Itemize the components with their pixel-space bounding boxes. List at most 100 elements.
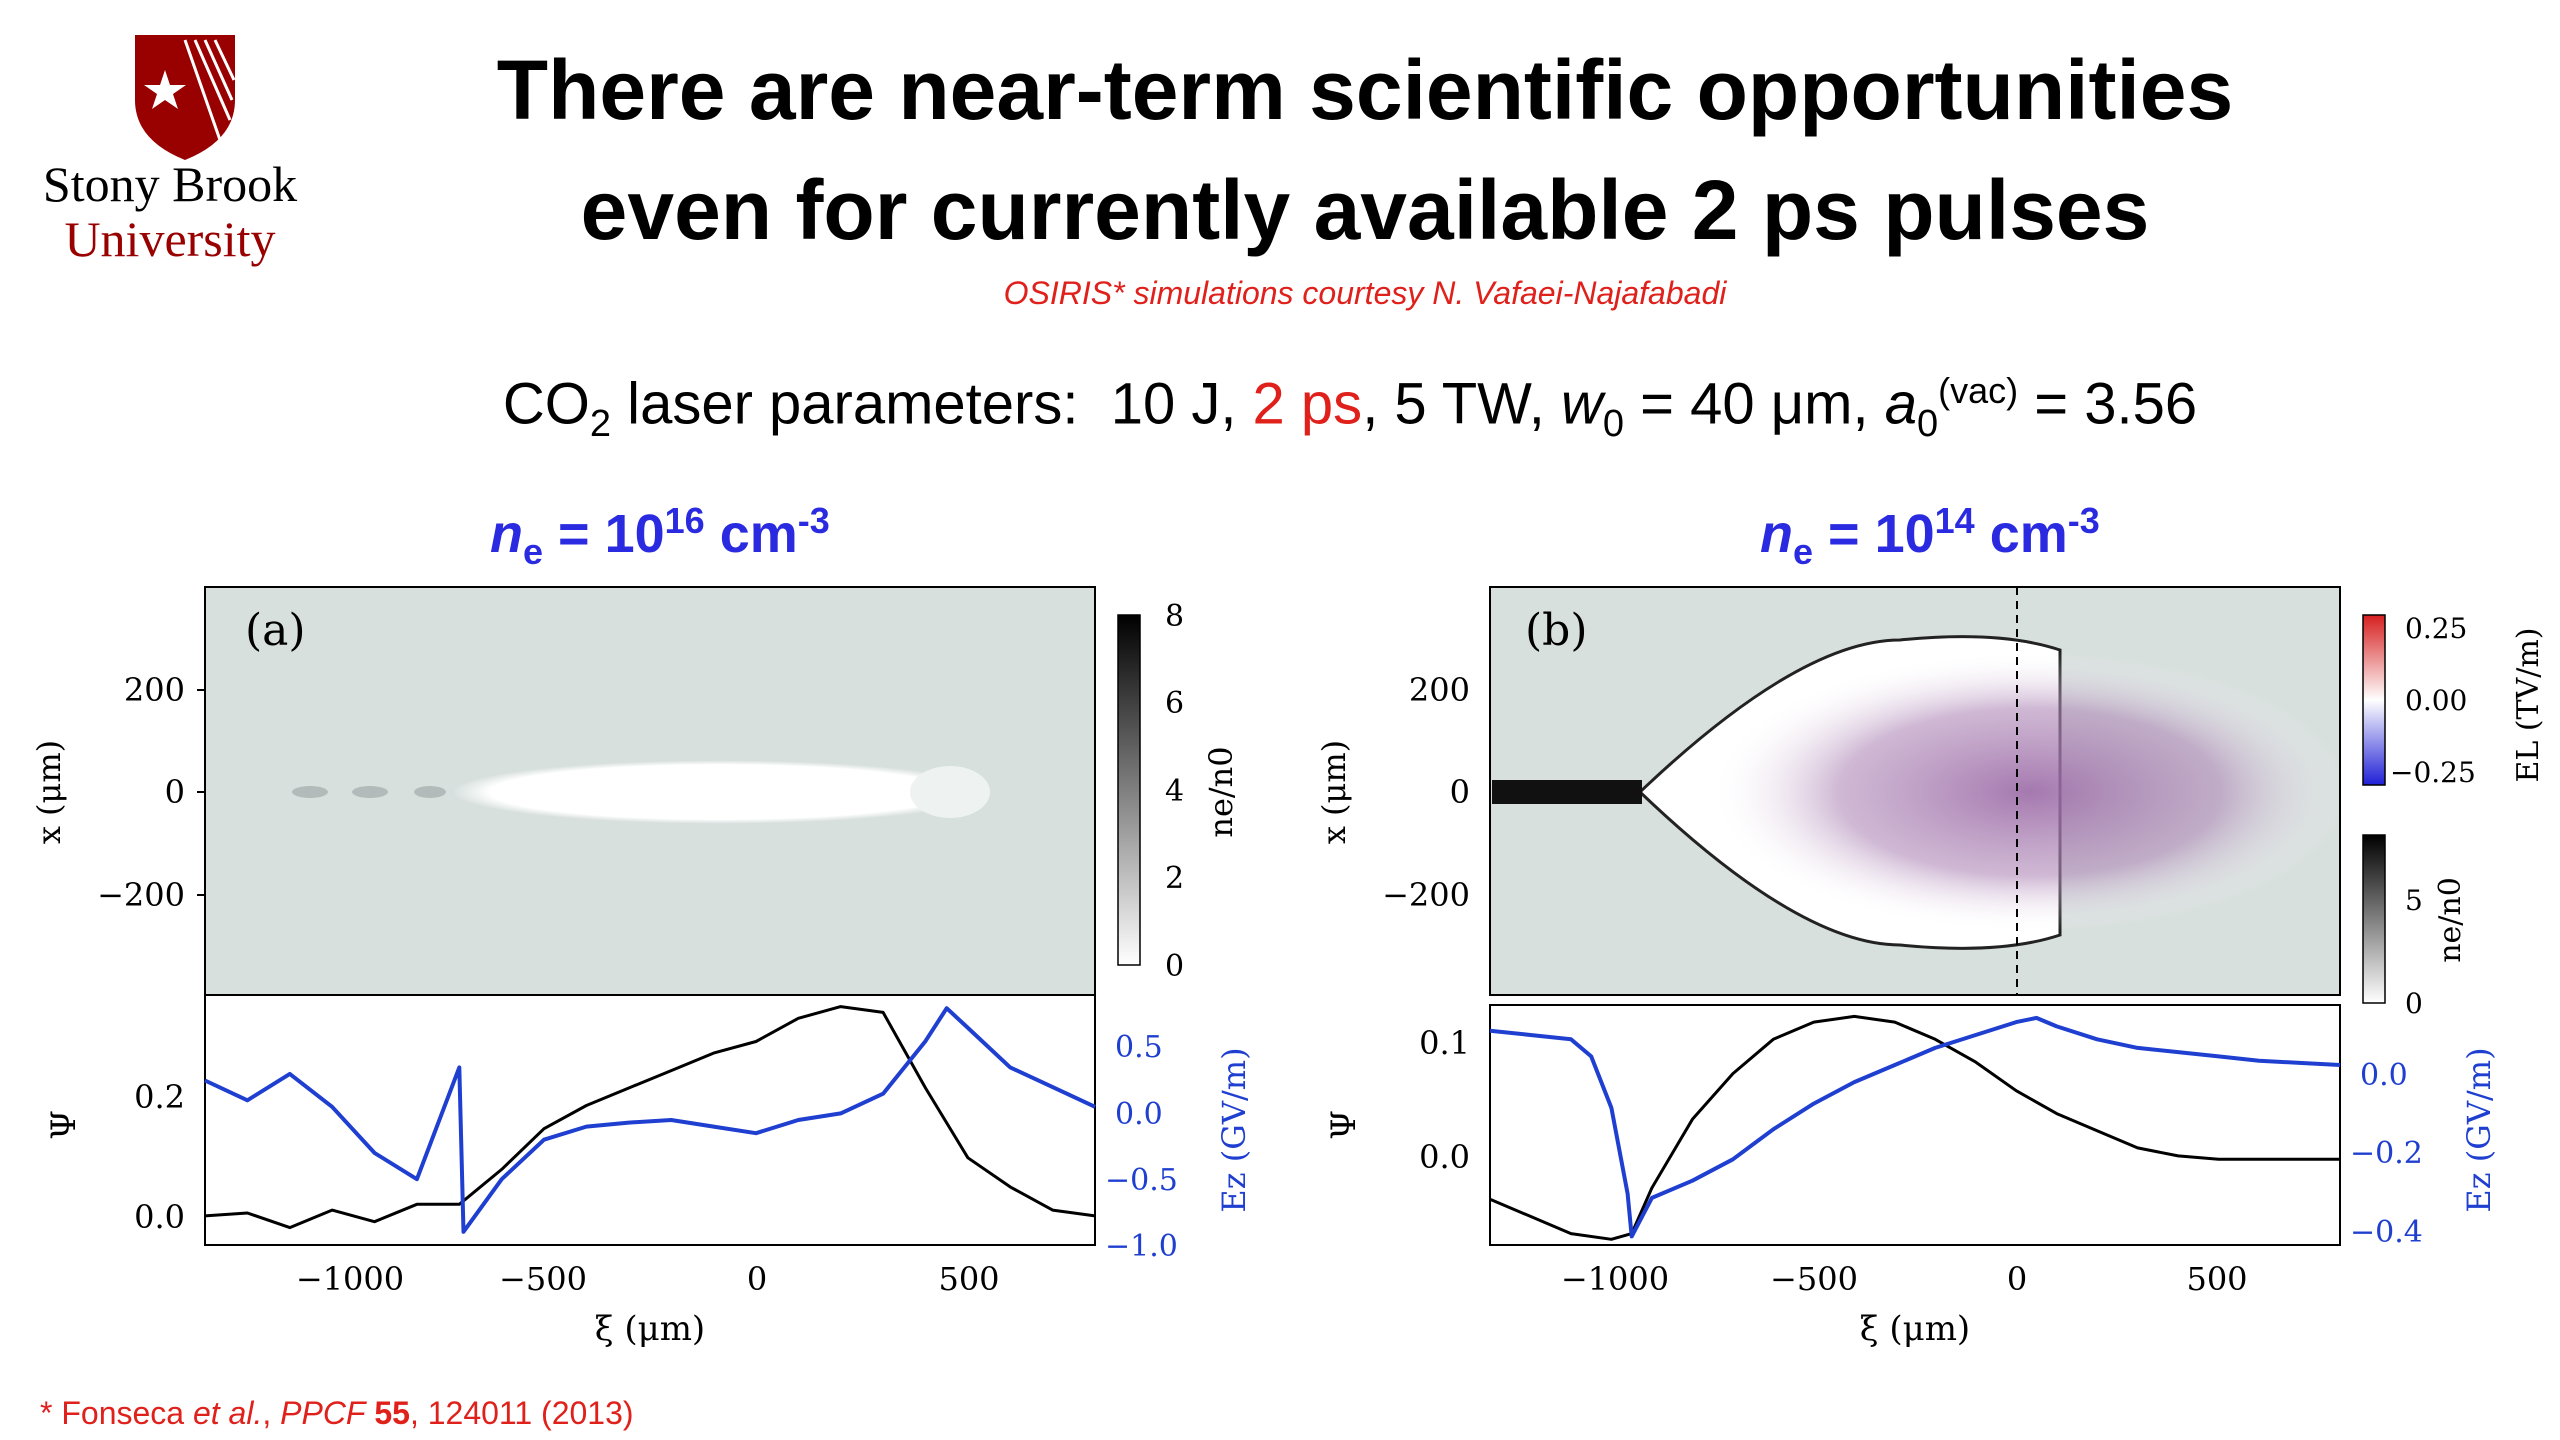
- xtick: −1000: [296, 1260, 404, 1298]
- ytick-0: 0: [165, 773, 185, 811]
- figure-b: (b) 200 0 −200 x (μm) 0.25 0.00 −0.25 EL…: [1315, 586, 2546, 1349]
- footnote-prefix: * Fonseca: [40, 1395, 193, 1431]
- psi-tick: 0.2: [134, 1078, 185, 1116]
- electron-spike-b: [1492, 780, 1642, 804]
- psi-series-line: [204, 1005, 1096, 1230]
- density-symbol: n: [1760, 504, 1793, 564]
- colorbar2-label-b: ne/n0: [2433, 877, 2468, 963]
- top-yticks-a: 200 0 −200: [97, 671, 205, 914]
- plasma-bubble-a: [450, 760, 990, 824]
- xlabel-a: ξ (μm): [595, 1309, 705, 1349]
- slide-title: There are near-term scientific opportuni…: [330, 30, 2400, 270]
- ytick-neg200: −200: [1382, 876, 1470, 914]
- footnote-rest: , 124011 (2013): [409, 1395, 634, 1431]
- a-symbol: a: [1884, 371, 1917, 437]
- ez-tick: 0.0: [1115, 1097, 1163, 1132]
- xticks-a: −1000 −500 0 500: [296, 1260, 1000, 1298]
- right-yticks-a: 0.5 0.0 −0.5 −1.0: [1105, 1030, 1178, 1264]
- pulse-duration: 2 ps: [1252, 371, 1363, 437]
- params-text-1: laser parameters: 10 J,: [611, 371, 1253, 437]
- footnote-etal: et al.: [192, 1395, 263, 1431]
- colorbar-label-a: ne/n0: [1202, 746, 1240, 837]
- ez-tick: −0.2: [2350, 1136, 2423, 1171]
- density-exponent: 16: [664, 500, 705, 541]
- cbar-tick: 0: [2405, 987, 2423, 1020]
- xtick: 500: [2186, 1260, 2247, 1298]
- cbar-tick: −0.25: [2390, 756, 2476, 789]
- colorbar1-label-b: EL (TV/m): [2511, 628, 2546, 783]
- xtick: −1000: [1561, 1260, 1669, 1298]
- ytick-200: 200: [1409, 671, 1470, 709]
- density-subscript: e: [523, 530, 544, 572]
- ez-series-line: [204, 1006, 1096, 1234]
- bubble-fade-a: [910, 766, 990, 818]
- ytick-200: 200: [124, 671, 185, 709]
- params-text-2: , 5 TW,: [1362, 371, 1561, 437]
- a-subscript: 0: [1916, 402, 1939, 445]
- title-line-2: even for currently available 2 ps pulses: [580, 163, 2150, 257]
- xtick: −500: [499, 1260, 587, 1298]
- params-text-4: = 3.56: [2018, 371, 2198, 437]
- logo-line2: University: [64, 211, 276, 267]
- cbar-tick: 0.25: [2405, 612, 2467, 645]
- figure-a: (a) 200 0 −200 x (μm) 8 6 4 2 0 ne/n0 0.…: [30, 586, 1253, 1349]
- ez-series-line: [1489, 1015, 2341, 1239]
- xtick: 0: [2007, 1260, 2027, 1298]
- density-unit-exponent: -3: [2067, 500, 2100, 541]
- ytick-0: 0: [1450, 773, 1470, 811]
- ez-label-b: Ez (GV/m): [2460, 1047, 2498, 1212]
- density-symbol: n: [490, 504, 523, 564]
- ytick-neg200: −200: [97, 876, 185, 914]
- footnote-volume: 55: [374, 1395, 410, 1431]
- xtick: 0: [747, 1260, 767, 1298]
- simulation-credit: OSIRIS* simulations courtesy N. Vafaei-N…: [1003, 275, 1727, 311]
- panel-label-b: (b): [1525, 605, 1588, 656]
- ez-tick: −1.0: [1105, 1229, 1178, 1264]
- density-unit: cm: [1974, 504, 2068, 564]
- xticks-b: −1000 −500 0 500: [1561, 1260, 2248, 1298]
- density-unit: cm: [704, 504, 798, 564]
- bottom-yticks-a: 0.2 0.0: [134, 1078, 185, 1236]
- cbar-tick: 0: [1165, 949, 1184, 984]
- top-ylabel-b: x (μm): [1315, 740, 1353, 844]
- a-superscript: (vac): [1938, 370, 2019, 411]
- ez-label-a: Ez (GV/m): [1215, 1047, 1253, 1212]
- density-eq: = 10: [1813, 504, 1935, 564]
- university-logo: Stony Brook University: [20, 30, 320, 270]
- co2-subscript: 2: [589, 402, 612, 445]
- density-label-b: ne = 1014 cm-3: [1760, 500, 2100, 573]
- colorbar-el-b: [2362, 614, 2386, 786]
- params-text-3: = 40 μm,: [1623, 371, 1885, 437]
- lineout-series-a: [204, 1005, 1096, 1234]
- colorbar-ticks-a: 8 6 4 2 0: [1165, 599, 1184, 984]
- logo-line1: Stony Brook: [42, 156, 298, 212]
- cbar-tick: 8: [1165, 599, 1184, 634]
- w-subscript: 0: [1602, 402, 1624, 445]
- psi-series-line: [1489, 1014, 2340, 1241]
- laser-parameters: CO2 laser parameters: 10 J, 2 ps, 5 TW, …: [200, 370, 2500, 446]
- psi-tick: 0.1: [1419, 1024, 1470, 1062]
- footnote: * Fonseca et al., PPCF 55, 124011 (2013): [40, 1395, 634, 1432]
- colorbar-a: [1117, 614, 1141, 966]
- density-subscript: e: [1793, 530, 1814, 572]
- cbar-tick: 6: [1165, 686, 1184, 721]
- colorbar2-ticks-b: 5 0: [2405, 884, 2423, 1020]
- density-eq: = 10: [543, 504, 665, 564]
- cbar-tick: 0.00: [2405, 684, 2467, 717]
- psi-label-a: Ψ: [44, 1110, 84, 1140]
- footnote-journal: PPCF: [280, 1395, 366, 1431]
- lineout-series-b: [1489, 1014, 2341, 1241]
- cbar-tick: 5: [2405, 884, 2423, 917]
- cbar-tick: 4: [1165, 774, 1184, 809]
- density-label-a: ne = 1016 cm-3: [490, 500, 830, 573]
- density-unit-exponent: -3: [797, 500, 830, 541]
- xlabel-b: ξ (μm): [1860, 1309, 1970, 1349]
- cbar-tick: 2: [1165, 861, 1184, 896]
- co2-text: CO: [502, 371, 590, 437]
- panel-label-a: (a): [245, 605, 306, 656]
- laser-pulse-b: [1710, 652, 2350, 932]
- right-yticks-b: 0.0 −0.2 −0.4: [2350, 1058, 2423, 1250]
- footnote-comma: ,: [262, 1395, 281, 1431]
- w-symbol: w: [1560, 371, 1603, 437]
- top-yticks-b: 200 0 −200: [1382, 671, 1470, 914]
